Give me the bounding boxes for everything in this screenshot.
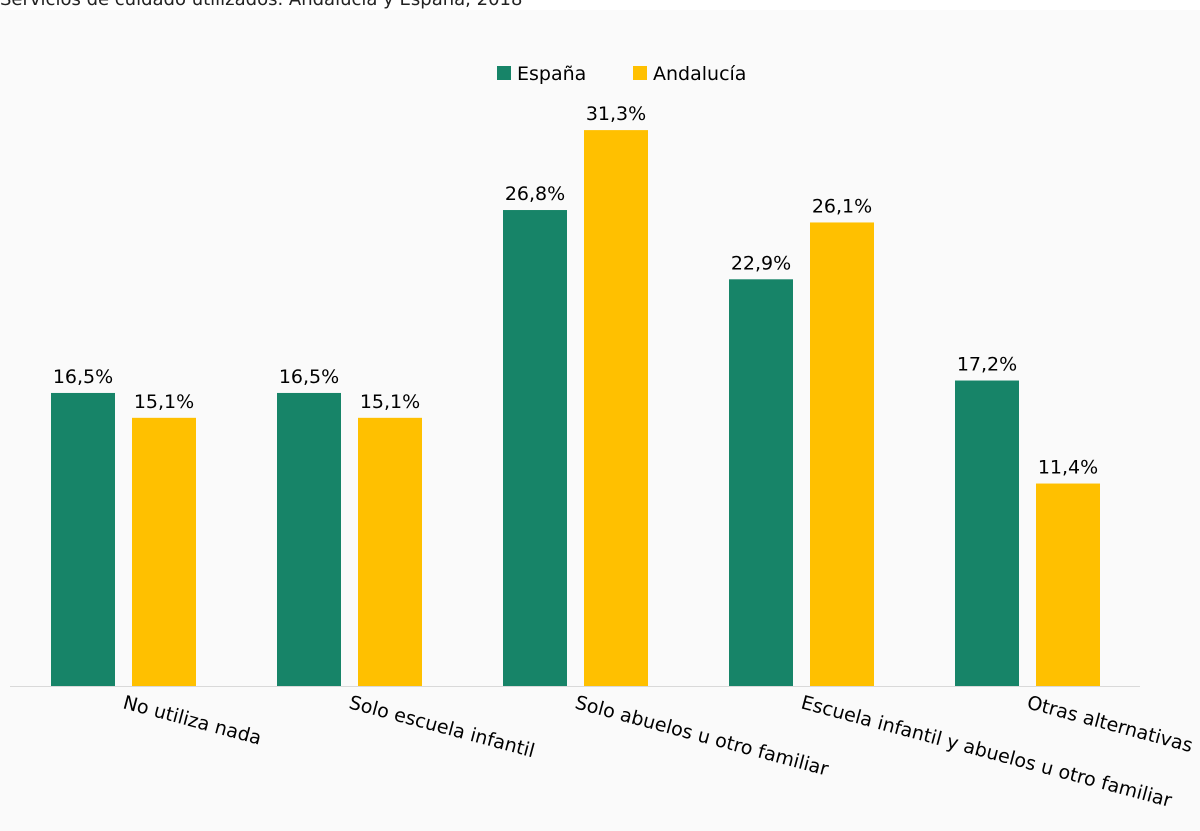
category-label-3: Solo abuelos u otro familiar [573, 692, 831, 781]
bar-andalucia-4 [810, 222, 874, 687]
value-label-andalucia-2: 15,1% [360, 391, 420, 413]
value-label-espana-4: 22,9% [731, 252, 791, 274]
category-label-2: Solo escuela infantil [347, 692, 537, 763]
value-label-espana-2: 16,5% [279, 366, 339, 388]
bar-andalucia-3 [584, 130, 648, 686]
bar-andalucia-2 [358, 417, 422, 686]
value-label-espana-1: 16,5% [53, 366, 113, 388]
category-label-5: Otras alternativas [1025, 692, 1195, 757]
chart-area: España Andalucía 16,5% 15,1% 16,5% 15,1% 26,8%… [0, 10, 1200, 831]
bar-andalucia-5 [1036, 483, 1100, 686]
legend-label-andalucia: Andalucía [653, 63, 746, 85]
legend-label-espana: España [517, 63, 586, 85]
legend-swatch-andalucia [633, 66, 647, 80]
bar-espana-3 [503, 210, 567, 687]
value-label-andalucia-4: 26,1% [812, 195, 872, 217]
value-label-andalucia-1: 15,1% [134, 391, 194, 413]
bar-espana-1 [51, 392, 115, 686]
value-label-espana-3: 26,8% [505, 183, 565, 205]
value-label-espana-5: 17,2% [957, 354, 1017, 376]
bar-espana-5 [955, 380, 1019, 686]
bar-espana-2 [277, 392, 341, 686]
value-label-andalucia-5: 11,4% [1038, 457, 1098, 479]
clipped-title-strip: Servicios de cuidado utilizados. Andaluc… [0, 0, 1200, 10]
bar-espana-4 [729, 279, 793, 686]
category-label-1: No utiliza nada [121, 692, 264, 750]
legend-swatch-espana [497, 66, 511, 80]
value-label-andalucia-3: 31,3% [586, 103, 646, 125]
category-label-4: Escuela infantil y abuelos u otro famili… [799, 692, 1175, 812]
bar-andalucia-1 [132, 417, 196, 686]
chart-title: Servicios de cuidado utilizados. Andaluc… [0, 0, 522, 10]
bar-chart: España Andalucía 16,5% 15,1% 16,5% 15,1% 26,8%… [10, 63, 1195, 812]
